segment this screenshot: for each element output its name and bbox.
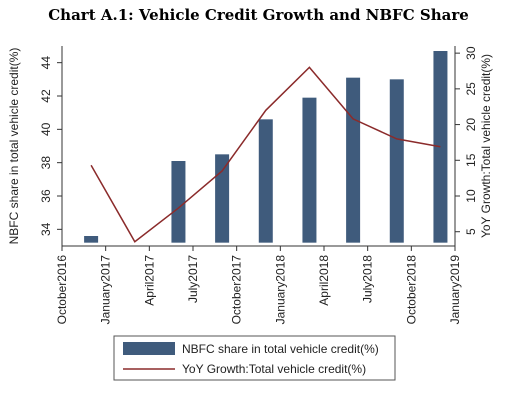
y-left-tick-label-5: 44	[39, 56, 53, 70]
x-tick-label-5: January2018	[273, 255, 287, 325]
legend-line-label: YoY Growth:Total vehicle credit(%)	[182, 362, 366, 376]
x-tick-label-4: October2017	[230, 255, 244, 325]
y-left-tick-label-1: 36	[39, 189, 53, 203]
bar-5	[346, 77, 361, 243]
y-left-tick-label-4: 42	[39, 89, 53, 103]
line-series	[90, 66, 441, 243]
y-left-tick-label-2: 38	[39, 156, 53, 170]
bar-1	[171, 161, 186, 243]
y-right-axis-title: YoY Growth:Total vehicle credit(%)	[479, 54, 493, 238]
x-tick-label-6: April2018	[317, 255, 331, 306]
bar-6	[389, 79, 404, 243]
y-right-tick-label-4: 25	[464, 82, 478, 96]
bar-4	[302, 97, 317, 243]
bar-0	[84, 236, 99, 243]
y-left-tick-label-3: 40	[39, 122, 53, 136]
x-tick-label-8: October2018	[404, 255, 418, 325]
y-right-tick-label-3: 20	[464, 118, 478, 132]
chart-title: Chart A.1: Vehicle Credit Growth and NBF…	[48, 6, 469, 24]
bar-2	[215, 154, 230, 243]
x-tick-label-7: July2018	[361, 255, 375, 303]
legend-bar-label: NBFC share in total vehicle credit(%)	[182, 342, 379, 356]
y-left-tick-label-0: 34	[39, 222, 53, 236]
axes: 34 36 38 40 42 44 5 10 15 20 25 30 October2016 Januar…	[7, 46, 493, 324]
legend: NBFC share in total vehicle credit(%) YoY…	[113, 335, 396, 381]
x-tick-label-1: January2017	[99, 255, 113, 325]
y-right-tick-label-5: 30	[464, 46, 478, 60]
x-tick-label-0: October2016	[55, 255, 69, 325]
x-tick-label-3: July2017	[186, 255, 200, 303]
y-right-tick-label-2: 15	[464, 153, 478, 167]
bar-7	[433, 51, 448, 243]
plot-area	[84, 51, 448, 243]
y-left-axis-title: NBFC share in total vehicle credit(%)	[7, 48, 21, 245]
x-tick-label-2: April2017	[142, 255, 156, 306]
y-right-tick-label-0: 5	[464, 228, 478, 235]
y-right-tick-label-1: 10	[464, 189, 478, 203]
bar-3	[258, 119, 273, 243]
legend-bar-swatch	[123, 342, 175, 355]
x-tick-label-9: January2019	[448, 255, 462, 325]
